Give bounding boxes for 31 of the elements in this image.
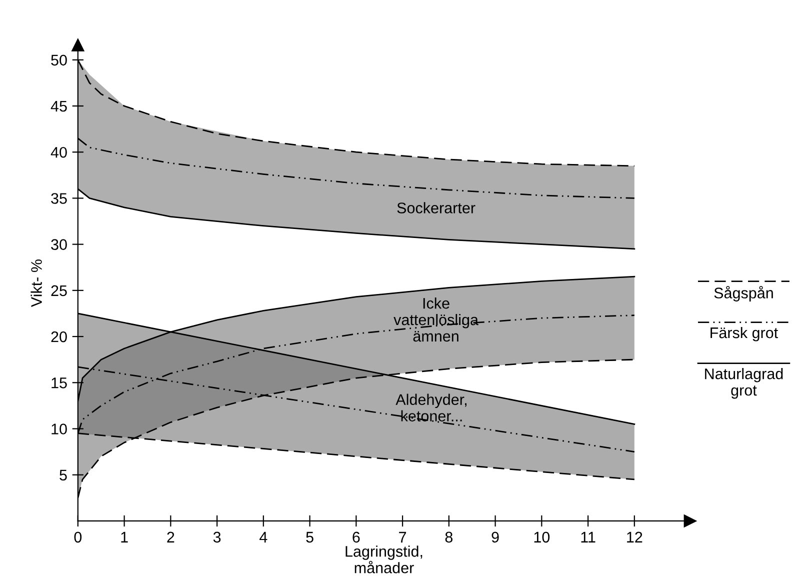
text: Färsk grot (710, 326, 778, 342)
y-tick-label: 20 (51, 331, 67, 342)
x-tick-label: 2 (167, 532, 174, 542)
y-axis-title: Vikt- % (30, 260, 42, 308)
y-tick-label: 25 (51, 285, 67, 296)
y-tick-label: 40 (50, 146, 67, 158)
x-tick-label: 10 (534, 532, 550, 543)
x-tick-label: 5 (306, 532, 314, 543)
text: Naturlagrad grot (705, 368, 783, 399)
x-tick-label: 12 (627, 532, 642, 542)
x-tick-label: 0 (74, 532, 82, 543)
annotation: Sockerarter (397, 202, 476, 214)
y-tick-label: 45 (50, 101, 67, 112)
x-tick-label: 9 (492, 532, 499, 543)
y-tick-label: 50 (51, 54, 67, 66)
x-axis-title: Lagringstid, månader (346, 546, 422, 574)
x-tick-label: 7 (399, 532, 406, 542)
x-tick-label: 3 (213, 532, 221, 543)
text: Sågspån (714, 286, 773, 302)
x-tick-label: 1 (121, 532, 128, 542)
annotation: Icke vattenlösliga ämnen (394, 298, 478, 342)
x-tick-label: 11 (581, 532, 596, 542)
y-tick-label: 15 (52, 378, 67, 388)
x-tick-label: 6 (352, 532, 360, 543)
x-tick-label: 8 (445, 532, 452, 543)
x-tick-label: 4 (260, 532, 268, 542)
y-tick-label: 10 (52, 424, 67, 434)
y-tick-label: 30 (51, 239, 67, 250)
y-tick-label: 35 (51, 193, 67, 204)
annotation: Aldehyder, ketoner... (396, 394, 466, 422)
y-tick-label: 5 (60, 470, 67, 481)
